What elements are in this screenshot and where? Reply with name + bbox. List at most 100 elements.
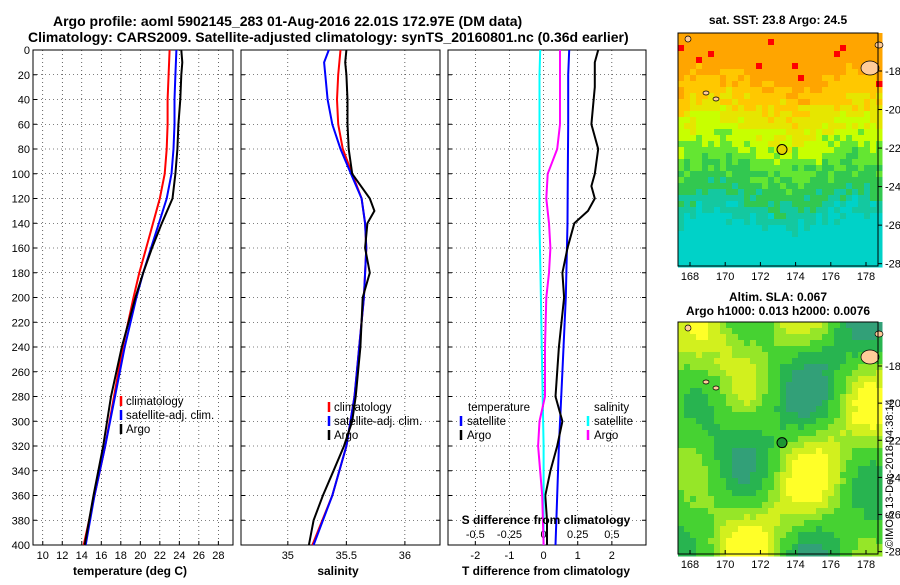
sst-map-cell [768, 129, 775, 136]
sst-map-cell [708, 261, 715, 268]
sst-map-cell [702, 207, 709, 214]
sst-map-cell [690, 189, 697, 196]
sla-map-cell [828, 526, 835, 533]
sst-map-cell [822, 183, 829, 190]
sst-map-cell [810, 201, 817, 208]
sst-map-cell [798, 69, 805, 76]
sla-map-cell [780, 346, 787, 353]
sst-map-cell [834, 165, 841, 172]
sla-map-cell [858, 430, 865, 437]
sst-map-cell [804, 57, 811, 64]
sla-map-cell [768, 484, 775, 491]
sst-map-cell [798, 249, 805, 256]
sla-map-cell [750, 454, 757, 461]
sst-map-cell [846, 195, 853, 202]
sst-map-cell [852, 261, 859, 268]
sla-map-cell [738, 520, 745, 527]
sla-map-cell [762, 418, 769, 425]
sla-map-cell [756, 466, 763, 473]
sla-map-cell [720, 490, 727, 497]
sst-map-cell [762, 135, 769, 142]
sst-map-cell [834, 99, 841, 106]
sst-map-cell [780, 123, 787, 130]
sst-map-cell [768, 201, 775, 208]
sst-map-cell [768, 147, 775, 154]
sst-map-cell [738, 57, 745, 64]
sst-map-cell [732, 45, 739, 52]
sla-map-cell [852, 520, 859, 527]
sst-map-cell [804, 81, 811, 88]
sla-map-cell [762, 502, 769, 509]
sla-map-cell [684, 358, 691, 365]
sla-map-cell [786, 418, 793, 425]
sst-map-cell [732, 195, 739, 202]
sla-map-cell [786, 484, 793, 491]
sla-map-cell [678, 514, 685, 521]
sla-map-cell [858, 370, 865, 377]
sla-map-cell [810, 388, 817, 395]
sst-map-cell [846, 117, 853, 124]
sla-map-cell [702, 388, 709, 395]
sst-map-cell [828, 93, 835, 100]
sst-map-cell [756, 231, 763, 238]
sst-map-cell [828, 201, 835, 208]
sst-map-cell [774, 93, 781, 100]
sst-map-cell [696, 51, 703, 58]
sst-map-cell [816, 219, 823, 226]
sst-map-cell [840, 177, 847, 184]
sst-map-cell [786, 225, 793, 232]
sst-map-cell [798, 237, 805, 244]
sla-map-cell [768, 358, 775, 365]
sst-map-cell [756, 105, 763, 112]
sla-map-cell [768, 508, 775, 515]
sla-map-cell [864, 388, 871, 395]
sst-map-cell [726, 219, 733, 226]
sla-map-cell [744, 334, 751, 341]
sla-map-cell [762, 400, 769, 407]
sla-map-cell [708, 370, 715, 377]
sst-map-cell [876, 75, 883, 82]
sst-map-cell [684, 81, 691, 88]
sla-map-cell [828, 394, 835, 401]
sla-map-cell [834, 406, 841, 413]
sst-map-cell [804, 153, 811, 160]
sst-map-cell [708, 183, 715, 190]
sst-map-cell [858, 105, 865, 112]
sla-map-cell [810, 412, 817, 419]
sla-map-cell [870, 448, 877, 455]
sst-map-cell [702, 105, 709, 112]
sst-map-cell [768, 93, 775, 100]
sst-map-cell [708, 75, 715, 82]
sst-map-cell [810, 195, 817, 202]
sst-map-cell [846, 87, 853, 94]
sla-map-cell [684, 376, 691, 383]
sst-map-xtick-label: 168 [681, 271, 699, 283]
sst-map-cell [798, 87, 805, 94]
sla-map-cell [696, 478, 703, 485]
sla-map-cell [822, 442, 829, 449]
sla-map-cell [750, 376, 757, 383]
sst-map-cell [714, 207, 721, 214]
sst-map-cell [786, 75, 793, 82]
sla-map-cell [816, 448, 823, 455]
sst-map-cell [876, 255, 883, 262]
sla-map-cell [834, 364, 841, 371]
sst-map-cell [750, 135, 757, 142]
sst-map-cell [750, 129, 757, 136]
sla-map-cell [804, 424, 811, 431]
sst-map-cell [780, 135, 787, 142]
sla-map-cell [720, 472, 727, 479]
sst-map-cell [744, 93, 751, 100]
difference-panel: -2 -1 0 1 2-0.5 -0.25 0 0.25 0.5temperaturesatel… [447, 49, 647, 562]
sla-map-cell [720, 358, 727, 365]
sst-map-cell [840, 195, 847, 202]
sst-map-cell [786, 237, 793, 244]
sst-map-cell [846, 255, 853, 262]
sst-map-cell [822, 69, 829, 76]
sla-map-cell [876, 442, 883, 449]
legend-label: satellite [594, 416, 633, 428]
sla-map-cell [816, 442, 823, 449]
sst-map-cell [864, 135, 871, 142]
sla-map-cell [828, 532, 835, 539]
sst-map-cell [792, 99, 799, 106]
